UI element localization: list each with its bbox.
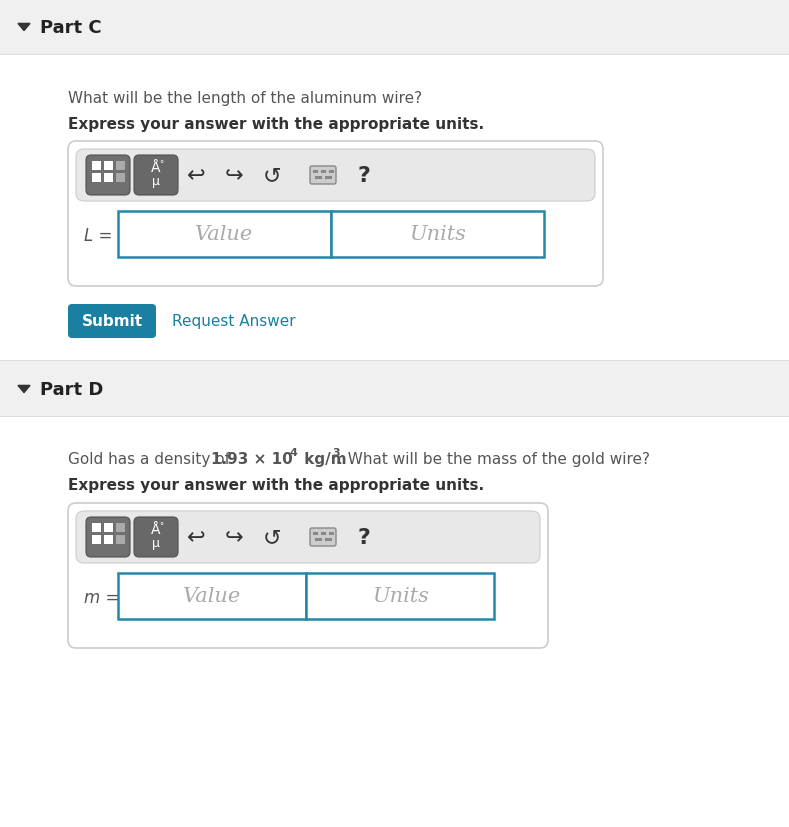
Bar: [321, 171, 326, 174]
Text: °: °: [159, 522, 163, 531]
Text: Express your answer with the appropriate units.: Express your answer with the appropriate…: [68, 117, 484, 131]
Bar: [325, 538, 332, 542]
Text: Request Answer: Request Answer: [172, 314, 296, 329]
FancyBboxPatch shape: [68, 504, 548, 648]
Text: L =: L =: [84, 227, 112, 245]
Bar: [116, 535, 125, 544]
Bar: [306, 573, 494, 619]
Text: Gold has a density of: Gold has a density of: [68, 452, 235, 467]
Bar: [116, 162, 125, 171]
Text: Units: Units: [372, 587, 428, 605]
FancyBboxPatch shape: [86, 518, 130, 557]
Text: Value: Value: [183, 587, 241, 605]
Text: ↩: ↩: [187, 528, 205, 547]
FancyBboxPatch shape: [68, 141, 603, 287]
Text: m =: m =: [84, 588, 119, 606]
FancyBboxPatch shape: [134, 518, 178, 557]
Text: ↪: ↪: [225, 528, 243, 547]
Bar: [104, 162, 113, 171]
Bar: [92, 162, 101, 171]
Text: ↩: ↩: [187, 165, 205, 186]
Bar: [116, 174, 125, 183]
Bar: [313, 171, 318, 174]
Bar: [0, 0, 789, 55]
Bar: [0, 55, 789, 56]
Text: ↪: ↪: [225, 165, 243, 186]
FancyBboxPatch shape: [310, 528, 336, 547]
Bar: [331, 212, 544, 258]
Text: ↺: ↺: [263, 528, 282, 547]
Bar: [329, 533, 334, 535]
Text: Part D: Part D: [40, 380, 103, 399]
Text: Å: Å: [151, 523, 161, 537]
Bar: [92, 174, 101, 183]
Polygon shape: [18, 24, 30, 31]
Bar: [313, 533, 318, 535]
Polygon shape: [18, 386, 30, 393]
Bar: [104, 535, 113, 544]
Bar: [0, 56, 789, 57]
Text: Express your answer with the appropriate units.: Express your answer with the appropriate…: [68, 478, 484, 493]
Text: μ: μ: [152, 175, 160, 189]
FancyBboxPatch shape: [76, 150, 595, 202]
Bar: [116, 523, 125, 533]
FancyBboxPatch shape: [68, 304, 156, 338]
Text: Value: Value: [196, 225, 253, 244]
Text: Å: Å: [151, 160, 161, 174]
Text: ?: ?: [357, 165, 371, 186]
Bar: [0, 418, 789, 827]
Bar: [315, 177, 322, 179]
Bar: [329, 171, 334, 174]
FancyBboxPatch shape: [310, 167, 336, 184]
Text: ?: ?: [357, 528, 371, 547]
FancyBboxPatch shape: [76, 511, 540, 563]
Bar: [92, 535, 101, 544]
Bar: [104, 174, 113, 183]
Text: Units: Units: [409, 225, 466, 244]
Bar: [325, 177, 332, 179]
Text: . What will be the mass of the gold wire?: . What will be the mass of the gold wire…: [338, 452, 650, 467]
FancyBboxPatch shape: [86, 155, 130, 196]
Text: What will be the length of the aluminum wire?: What will be the length of the aluminum …: [68, 90, 422, 105]
Text: kg/m: kg/m: [299, 452, 346, 467]
Text: 4: 4: [290, 447, 298, 457]
Text: ↺: ↺: [263, 165, 282, 186]
Text: Submit: Submit: [81, 314, 143, 329]
Bar: [321, 533, 326, 535]
Bar: [92, 523, 101, 533]
Bar: [0, 361, 789, 417]
Bar: [0, 417, 789, 418]
Text: μ: μ: [152, 537, 160, 550]
Text: 1.93 × 10: 1.93 × 10: [211, 452, 293, 467]
FancyBboxPatch shape: [134, 155, 178, 196]
Bar: [118, 573, 306, 619]
Bar: [118, 212, 331, 258]
Text: 3: 3: [332, 447, 339, 457]
Bar: [315, 538, 322, 542]
Bar: [104, 523, 113, 533]
Text: °: °: [159, 160, 163, 169]
Text: Part C: Part C: [40, 19, 102, 37]
